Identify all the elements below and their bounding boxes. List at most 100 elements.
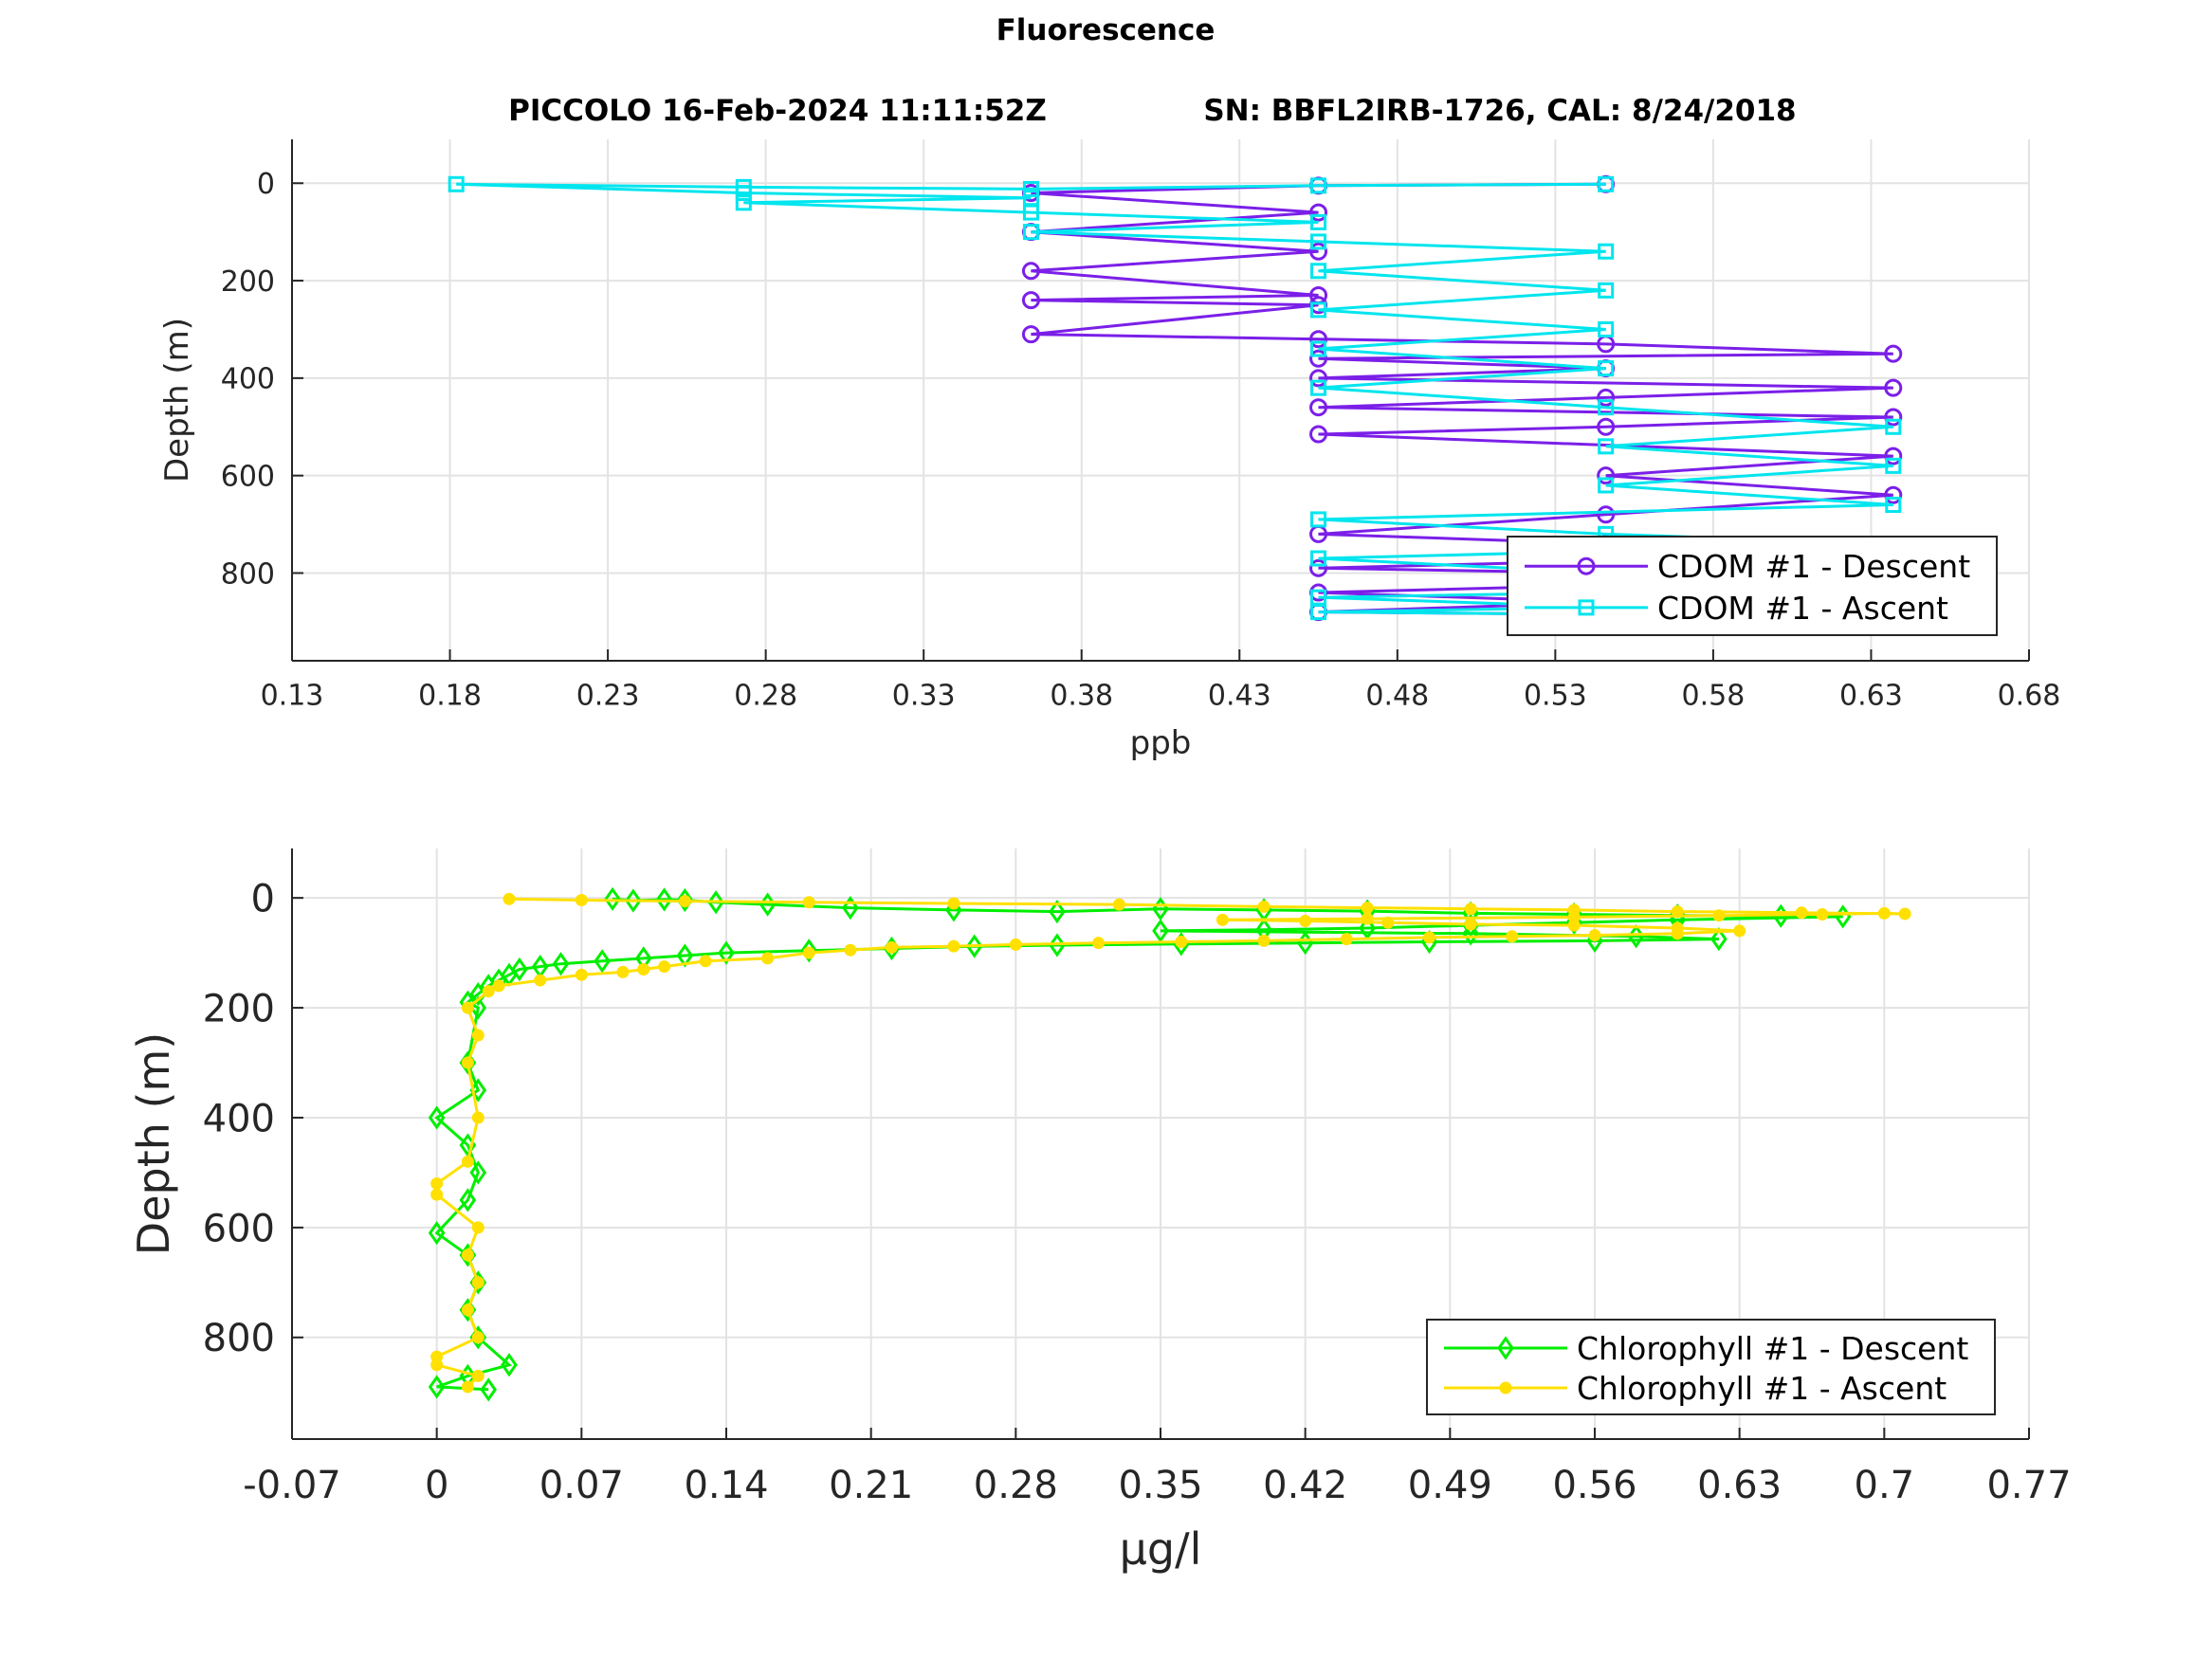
data-point xyxy=(718,940,735,965)
data-point xyxy=(1381,916,1395,929)
data-point xyxy=(735,194,752,211)
legend-marker xyxy=(1499,1381,1512,1395)
data-point xyxy=(1598,175,1615,192)
figure-title: Fluorescence xyxy=(996,13,1216,47)
data-point xyxy=(637,962,650,975)
data-point xyxy=(1310,301,1327,319)
data-point xyxy=(1309,330,1328,349)
data-point xyxy=(1299,914,1312,927)
data-point xyxy=(1877,906,1891,920)
data-point xyxy=(1021,262,1040,281)
y-tick-label: 600 xyxy=(203,1207,275,1250)
data-point xyxy=(471,1276,484,1289)
series-line xyxy=(456,182,1893,619)
y-axis-label: Depth (m) xyxy=(128,1032,179,1255)
x-tick-label: 0.48 xyxy=(1365,680,1429,713)
data-point xyxy=(1022,190,1039,207)
y-tick-label: 400 xyxy=(203,1097,275,1140)
data-point xyxy=(575,968,588,981)
legend-box xyxy=(1426,1319,1996,1415)
x-tick-label: 0.23 xyxy=(576,680,640,713)
y-tick-label: 800 xyxy=(221,557,275,591)
x-tick-label: 0.56 xyxy=(1552,1464,1636,1507)
data-point xyxy=(1597,417,1616,436)
data-point xyxy=(604,886,621,911)
x-tick-label: 0.49 xyxy=(1408,1464,1492,1507)
data-point xyxy=(1506,930,1519,943)
data-point xyxy=(469,1160,487,1185)
legend-label: CDOM #1 - Ascent xyxy=(1657,590,1948,627)
data-point xyxy=(1885,418,1902,435)
data-point xyxy=(761,952,775,965)
x-tick-label: 0.7 xyxy=(1855,1464,1915,1507)
data-point xyxy=(1021,291,1040,310)
x-tick-label: 0.21 xyxy=(829,1464,913,1507)
data-point xyxy=(1309,398,1328,417)
data-point xyxy=(482,985,495,998)
data-point xyxy=(1216,913,1229,926)
data-point xyxy=(1884,447,1903,465)
data-point xyxy=(1309,558,1328,577)
legend-marker xyxy=(1497,1336,1514,1360)
data-point xyxy=(1598,360,1615,377)
data-point xyxy=(461,1001,474,1014)
data-point xyxy=(1022,180,1039,197)
x-axis-label: µg/l xyxy=(1120,1523,1202,1575)
data-point xyxy=(1361,902,1374,915)
data-point xyxy=(1310,589,1327,606)
data-point xyxy=(1710,927,1728,952)
x-tick-label: 0.58 xyxy=(1682,680,1746,713)
data-point xyxy=(707,890,724,915)
data-point xyxy=(1464,902,1477,916)
x-tick-label: 0.68 xyxy=(1998,680,2061,713)
data-point xyxy=(1671,921,1684,935)
data-point xyxy=(459,1188,477,1212)
data-point xyxy=(658,960,671,974)
y-tick-label: 600 xyxy=(221,460,275,493)
x-tick-label: 0.18 xyxy=(418,680,482,713)
data-point xyxy=(699,955,712,968)
data-point xyxy=(1309,369,1328,388)
data-point xyxy=(885,940,898,954)
data-point xyxy=(471,1221,484,1234)
data-point xyxy=(1309,349,1328,368)
data-point xyxy=(1884,485,1903,504)
data-point xyxy=(625,888,642,913)
data-point xyxy=(461,1380,474,1394)
data-point xyxy=(1309,425,1328,444)
legend-label: Chlorophyll #1 - Ascent xyxy=(1577,1370,1947,1407)
data-point xyxy=(1598,320,1615,337)
data-point xyxy=(1310,550,1327,567)
data-point xyxy=(1884,378,1903,397)
data-point xyxy=(1257,934,1271,947)
data-point xyxy=(480,1377,498,1402)
x-tick-label: 0.53 xyxy=(1524,680,1587,713)
data-point xyxy=(1712,909,1726,922)
x-tick-label: 0.28 xyxy=(974,1464,1058,1507)
y-tick-label: 800 xyxy=(203,1317,275,1360)
x-tick-label: 0.43 xyxy=(1208,680,1271,713)
data-point xyxy=(430,1177,444,1191)
y-tick-label: 400 xyxy=(221,363,275,396)
legend-box xyxy=(1507,536,1998,636)
data-point xyxy=(461,1304,474,1317)
data-point xyxy=(1884,408,1903,427)
y-tick-label: 0 xyxy=(251,878,275,921)
data-point xyxy=(471,1111,484,1124)
figure-subtitle-left: PICCOLO 16-Feb-2024 11:11:52Z xyxy=(508,94,1047,128)
data-point xyxy=(501,1353,518,1377)
series-line xyxy=(1031,182,1893,619)
data-point xyxy=(1152,919,1169,943)
x-tick-label: 0.38 xyxy=(1050,680,1113,713)
x-tick-label: 0.28 xyxy=(734,680,797,713)
data-point xyxy=(471,1369,484,1382)
data-point xyxy=(1257,900,1271,913)
data-point xyxy=(1733,924,1746,938)
data-point xyxy=(430,1350,444,1363)
data-point xyxy=(842,895,859,921)
data-point xyxy=(448,175,465,192)
data-point xyxy=(800,939,818,963)
data-point xyxy=(461,1155,474,1168)
data-point xyxy=(1885,457,1902,474)
data-point xyxy=(1009,938,1022,951)
